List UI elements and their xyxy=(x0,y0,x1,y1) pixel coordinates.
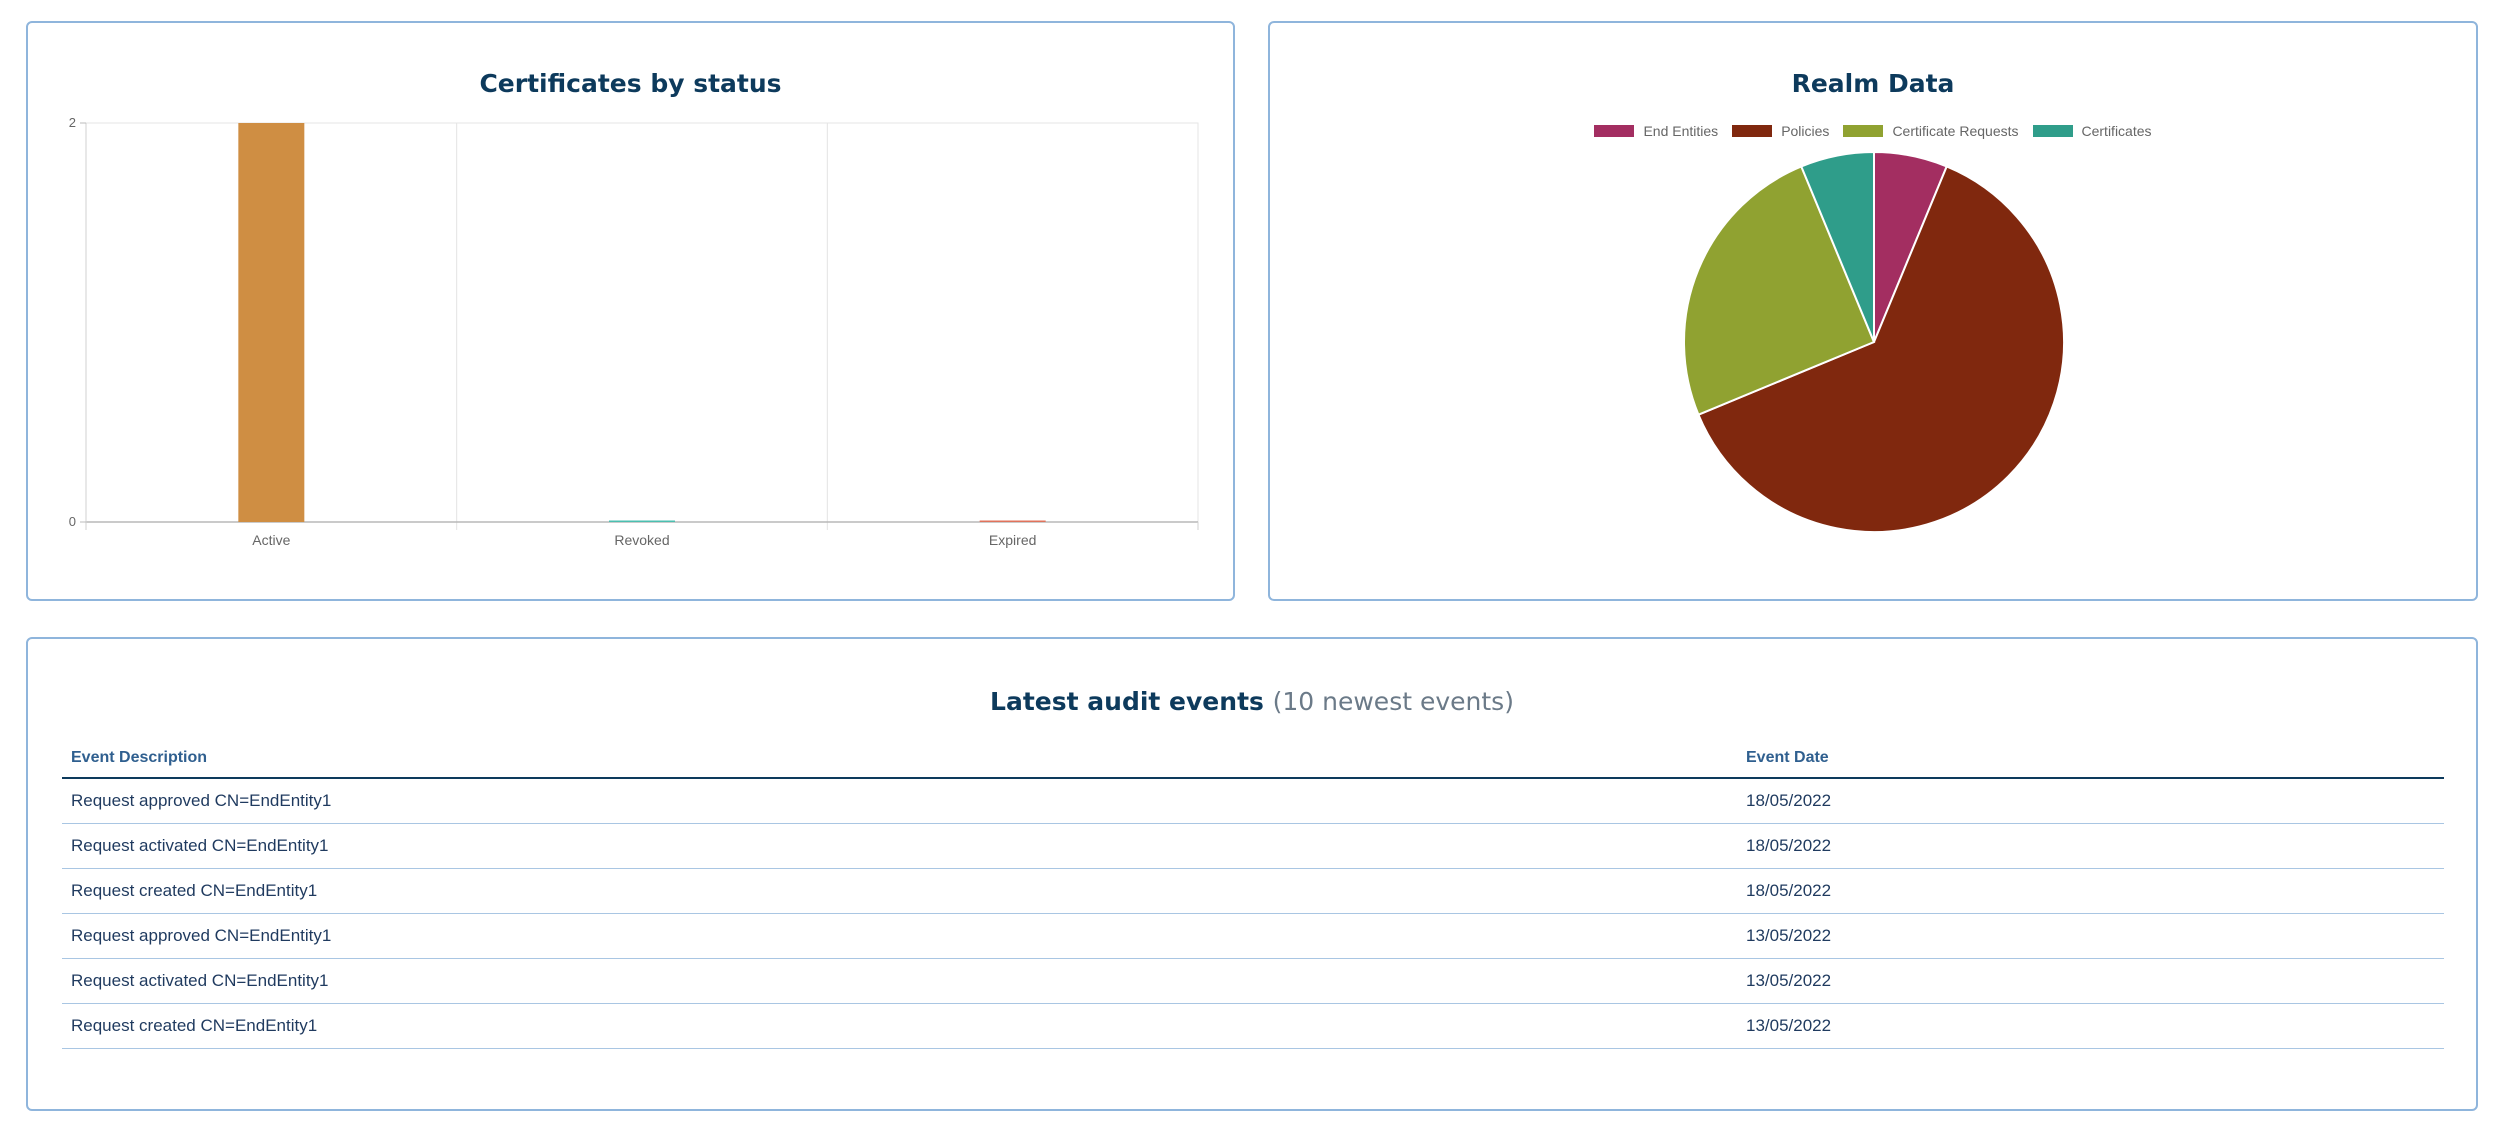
realm-legend: End Entities Policies Certificate Reques… xyxy=(1270,123,2476,139)
legend-swatch xyxy=(1732,125,1773,137)
y-tick-label: 2 xyxy=(69,115,76,130)
bar-active xyxy=(238,123,305,522)
bar-revoked xyxy=(609,520,675,522)
audit-events-table: Event Description Event Date Request app… xyxy=(62,739,2444,1049)
x-tick-label: Expired xyxy=(989,532,1036,548)
event-date: 18/05/2022 xyxy=(1737,823,2444,869)
x-tick-label: Revoked xyxy=(614,532,669,548)
table-header-row: Event Description Event Date xyxy=(62,739,2444,779)
bar-expired xyxy=(979,520,1046,522)
legend-item-certificate-requests[interactable]: Certificate Requests xyxy=(1843,123,2019,139)
certificates-by-status-panel: Certificates by status 2 0 Active Revoked Ex… xyxy=(26,21,1235,601)
certificates-chart-title: Certificates by status xyxy=(479,69,782,98)
event-description: Request approved CN=EndEntity1 xyxy=(62,913,1737,959)
event-description: Request created CN=EndEntity1 xyxy=(62,1003,1737,1049)
event-date: 13/05/2022 xyxy=(1737,913,2444,959)
realm-pie-chart xyxy=(1683,150,2065,533)
event-date: 13/05/2022 xyxy=(1737,958,2444,1004)
table-row: Request approved CN=EndEntity1 13/05/202… xyxy=(62,913,2444,959)
table-row: Request activated CN=EndEntity1 18/05/20… xyxy=(62,823,2444,869)
certificates-bar-chart: 2 0 Active Revoked Expired xyxy=(69,115,1199,548)
legend-swatch xyxy=(1594,125,1635,137)
audit-subtitle-text: (10 newest events) xyxy=(1272,687,1514,716)
pie-slice-policies xyxy=(1697,165,2065,533)
event-date: 13/05/2022 xyxy=(1737,1003,2444,1049)
column-header-date[interactable]: Event Date xyxy=(1737,739,2444,779)
y-tick-label: 0 xyxy=(69,514,76,529)
legend-label: Certificate Requests xyxy=(1892,123,2019,139)
legend-label: Certificates xyxy=(2081,123,2152,139)
x-tick-label: Active xyxy=(252,532,290,548)
legend-item-certificates[interactable]: Certificates xyxy=(2032,123,2152,139)
table-row: Request created CN=EndEntity1 18/05/2022 xyxy=(62,868,2444,914)
pie-slice-certificates xyxy=(1799,150,1875,343)
table-row: Request activated CN=EndEntity1 13/05/20… xyxy=(62,958,2444,1004)
event-date: 18/05/2022 xyxy=(1737,868,2444,914)
legend-label: Policies xyxy=(1781,123,1830,139)
column-header-description[interactable]: Event Description xyxy=(62,739,1737,779)
realm-chart-title: Realm Data xyxy=(1791,69,1955,98)
legend-swatch xyxy=(2032,125,2073,137)
realm-data-panel: Realm Data End Entities Policies Certifi… xyxy=(1268,21,2478,601)
audit-events-title: Latest audit events (10 newest events) xyxy=(28,687,2476,716)
event-description: Request approved CN=EndEntity1 xyxy=(62,778,1737,824)
legend-item-policies[interactable]: Policies xyxy=(1732,123,1829,139)
legend-swatch xyxy=(1843,125,1884,137)
event-description: Request activated CN=EndEntity1 xyxy=(62,958,1737,1004)
audit-title-text: Latest audit events xyxy=(990,687,1264,716)
event-description: Request activated CN=EndEntity1 xyxy=(62,823,1737,869)
legend-label: End Entities xyxy=(1643,123,1719,139)
table-row: Request approved CN=EndEntity1 18/05/202… xyxy=(62,778,2444,824)
table-row: Request created CN=EndEntity1 13/05/2022 xyxy=(62,1003,2444,1049)
event-date: 18/05/2022 xyxy=(1737,778,2444,824)
audit-events-panel: Latest audit events (10 newest events) E… xyxy=(26,637,2478,1111)
event-description: Request created CN=EndEntity1 xyxy=(62,868,1737,914)
legend-item-end-entities[interactable]: End Entities xyxy=(1594,123,1718,139)
